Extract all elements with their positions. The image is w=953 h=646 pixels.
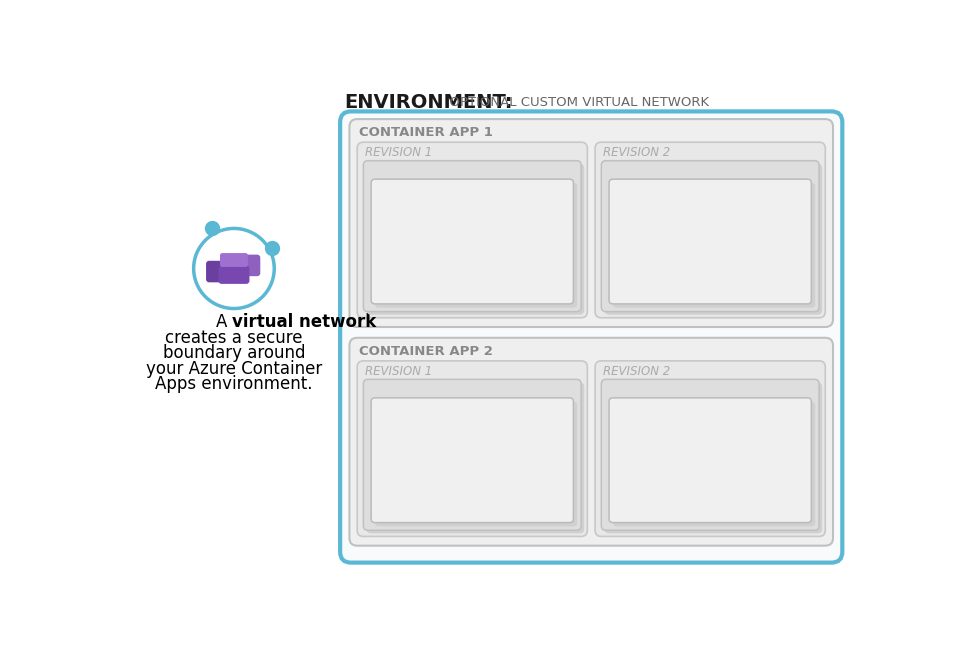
FancyBboxPatch shape [608, 179, 810, 304]
Text: CONTAINER(S): CONTAINER(S) [421, 235, 522, 248]
Text: creates a secure: creates a secure [165, 329, 302, 347]
FancyBboxPatch shape [595, 142, 824, 318]
FancyBboxPatch shape [206, 261, 235, 282]
Text: virtual network: virtual network [233, 313, 376, 331]
Text: REVISION 1: REVISION 1 [365, 147, 432, 160]
FancyBboxPatch shape [612, 183, 815, 307]
Text: REPLICA: IP 10.250.0.2: REPLICA: IP 10.250.0.2 [607, 165, 741, 176]
Text: CONTAINER(S): CONTAINER(S) [659, 235, 760, 248]
FancyBboxPatch shape [366, 382, 583, 534]
FancyBboxPatch shape [604, 163, 821, 315]
Text: Apps environment.: Apps environment. [155, 375, 313, 393]
FancyBboxPatch shape [600, 379, 819, 530]
FancyBboxPatch shape [608, 398, 810, 523]
Text: A: A [215, 313, 233, 331]
FancyBboxPatch shape [363, 161, 580, 311]
Text: OPTIONAL CUSTOM VIRTUAL NETWORK: OPTIONAL CUSTOM VIRTUAL NETWORK [440, 96, 708, 109]
FancyBboxPatch shape [366, 163, 583, 315]
FancyBboxPatch shape [363, 379, 580, 530]
Text: CONTAINER(S): CONTAINER(S) [659, 453, 760, 466]
FancyBboxPatch shape [375, 402, 577, 526]
Text: boundary around: boundary around [163, 344, 305, 362]
Text: REPLICA: IP 10.250.0.4: REPLICA: IP 10.250.0.4 [607, 384, 741, 394]
Text: CONTAINER APP 1: CONTAINER APP 1 [358, 127, 492, 140]
FancyBboxPatch shape [218, 266, 249, 284]
FancyBboxPatch shape [349, 338, 832, 546]
FancyBboxPatch shape [356, 361, 587, 536]
Text: REPLICA: IP 10.250.0.3: REPLICA: IP 10.250.0.3 [369, 384, 504, 394]
FancyBboxPatch shape [220, 253, 248, 267]
FancyBboxPatch shape [375, 183, 577, 307]
Text: REVISION 2: REVISION 2 [602, 365, 669, 378]
FancyBboxPatch shape [371, 179, 573, 304]
FancyBboxPatch shape [371, 398, 573, 523]
FancyBboxPatch shape [600, 161, 819, 311]
FancyBboxPatch shape [612, 402, 815, 526]
FancyBboxPatch shape [233, 255, 260, 276]
Text: CONTAINER(S): CONTAINER(S) [421, 453, 522, 466]
FancyBboxPatch shape [595, 361, 824, 536]
Text: your Azure Container: your Azure Container [146, 360, 322, 377]
Text: REVISION 1: REVISION 1 [365, 365, 432, 378]
FancyBboxPatch shape [604, 382, 821, 534]
Text: REVISION 2: REVISION 2 [602, 147, 669, 160]
FancyBboxPatch shape [340, 111, 841, 563]
Text: ENVIRONMENT:: ENVIRONMENT: [344, 92, 512, 112]
FancyBboxPatch shape [349, 119, 832, 327]
Text: CONTAINER APP 2: CONTAINER APP 2 [358, 345, 492, 358]
FancyBboxPatch shape [356, 142, 587, 318]
Text: REPLICA: IP 10.250.0.1: REPLICA: IP 10.250.0.1 [369, 165, 504, 176]
